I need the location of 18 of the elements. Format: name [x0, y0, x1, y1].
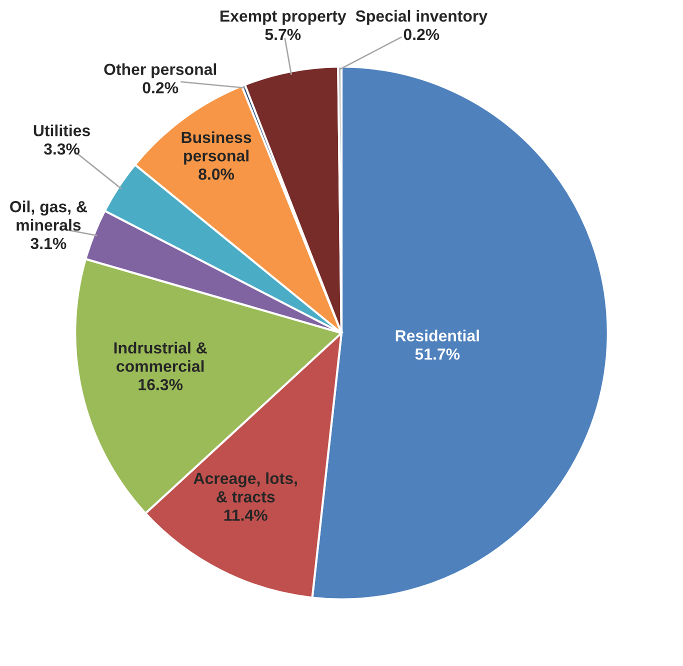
data-label: 5.7%: [265, 28, 301, 40]
data-label: 0.2%: [142, 82, 178, 94]
data-label: 3.3%: [44, 143, 80, 155]
slice-label: Residential: [396, 330, 479, 342]
slice-label: Indrustrial & commercial: [114, 342, 207, 372]
slice-label: Utilities: [34, 124, 90, 136]
slice-label: Oil, gas, & minerals: [10, 200, 88, 231]
slice-label: Other personal: [104, 63, 216, 78]
data-label: 11.4%: [224, 510, 268, 521]
data-label: 0.2%: [404, 28, 440, 40]
slice-label: Special inventory: [356, 10, 488, 25]
slice-label: Exempt property: [220, 10, 346, 25]
slice-label: Acreage, lots, & tracts: [194, 472, 297, 502]
data-label: 8.0%: [198, 168, 234, 180]
data-label: 16.3%: [138, 378, 183, 390]
data-label: 51.7%: [415, 348, 460, 360]
slice-label: Business personal: [182, 131, 252, 165]
data-label: 3.1%: [30, 238, 66, 250]
